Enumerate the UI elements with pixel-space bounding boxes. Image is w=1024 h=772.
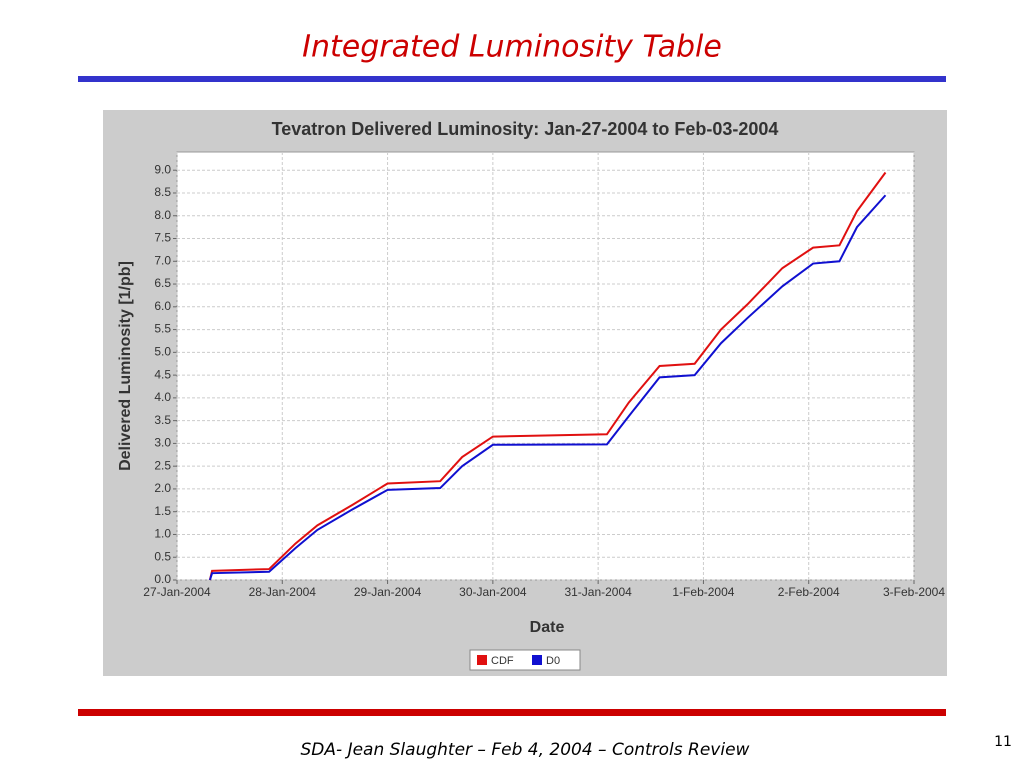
divider <box>78 76 946 82</box>
y-tick-label: 6.5 <box>154 276 171 290</box>
y-tick-label: 1.5 <box>154 504 171 518</box>
x-tick-label: 31-Jan-2004 <box>564 585 632 599</box>
legend-swatch <box>532 655 542 665</box>
x-tick-label: 1-Feb-2004 <box>672 585 734 599</box>
y-tick-label: 5.5 <box>154 322 171 336</box>
y-tick-label: 2.5 <box>154 458 171 472</box>
y-axis-label: Delivered Luminosity [1/pb] <box>117 261 134 471</box>
y-tick-label: 6.0 <box>154 299 171 313</box>
y-tick-label: 5.0 <box>154 345 171 359</box>
chart-title: Tevatron Delivered Luminosity: Jan-27-20… <box>272 119 779 139</box>
y-tick-label: 3.0 <box>154 436 171 450</box>
y-tick-label: 3.5 <box>154 413 171 427</box>
x-tick-label: 3-Feb-2004 <box>883 585 945 599</box>
divider <box>78 709 946 716</box>
page-number: 11 <box>994 734 1012 750</box>
y-tick-label: 4.0 <box>154 390 171 404</box>
series-line <box>208 194 887 581</box>
y-tick-label: 7.0 <box>154 253 171 267</box>
y-tick-label: 2.0 <box>154 481 171 495</box>
y-tick-label: 7.5 <box>154 231 171 245</box>
legend-label: CDF <box>491 655 514 667</box>
legend <box>469 649 581 671</box>
x-tick-label: 2-Feb-2004 <box>778 585 840 599</box>
plot-area <box>176 151 915 581</box>
footer: SDA- Jean Slaughter – Feb 4, 2004 – Cont… <box>301 740 750 760</box>
legend-swatch <box>477 655 487 665</box>
y-tick-label: 1.0 <box>154 527 171 541</box>
x-tick-label: 30-Jan-2004 <box>459 585 527 599</box>
y-tick-label: 4.5 <box>154 367 171 381</box>
series-line <box>208 171 887 581</box>
slide-title: Integrated Luminosity Table <box>302 30 722 65</box>
x-tick-label: 28-Jan-2004 <box>249 585 317 599</box>
y-tick-label: 8.0 <box>154 208 171 222</box>
x-axis-label: Date <box>530 619 565 636</box>
y-tick-label: 0.5 <box>154 549 171 563</box>
y-tick-label: 8.5 <box>154 185 171 199</box>
y-tick-label: 9.0 <box>154 162 171 176</box>
x-tick-label: 27-Jan-2004 <box>143 585 211 599</box>
y-tick-label: 0.0 <box>154 572 171 586</box>
x-tick-label: 29-Jan-2004 <box>354 585 422 599</box>
legend-label: D0 <box>546 655 560 667</box>
